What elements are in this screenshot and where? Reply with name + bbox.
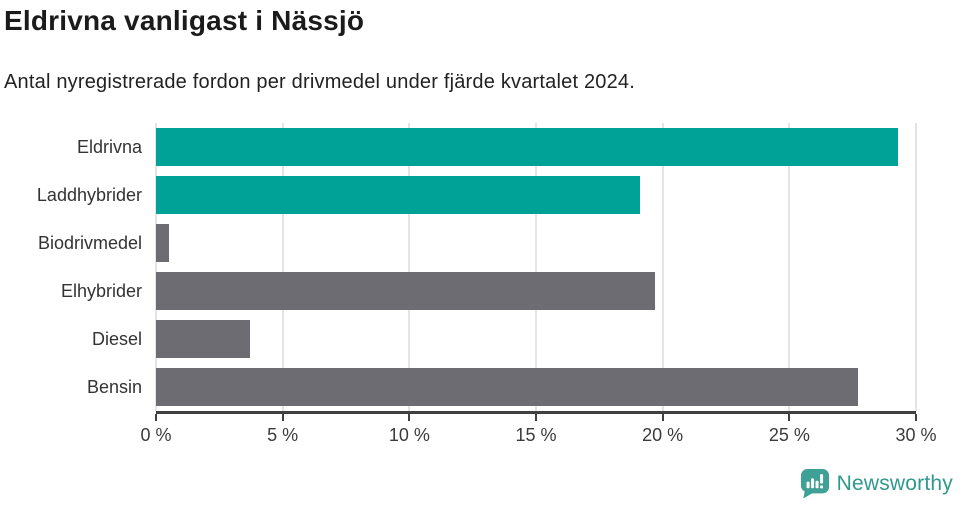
chart-row-0: Eldrivna xyxy=(0,123,960,171)
bar-eldrivna xyxy=(156,128,899,166)
newsworthy-logo-icon xyxy=(800,469,829,499)
bar-diesel xyxy=(156,320,250,358)
gridline-15 xyxy=(535,123,537,411)
brand-footer: Newsworthy xyxy=(800,468,953,500)
bar-chart: Eldrivna Laddhybrider Biodrivmedel Elhybrid… xyxy=(0,123,960,459)
chart-row-2: Biodrivmedel xyxy=(0,219,960,267)
category-label: Diesel xyxy=(91,328,142,349)
axis-tick-30 xyxy=(915,414,917,421)
axis-tick-label-30: 30 % xyxy=(895,425,937,445)
chart-row-4: Diesel xyxy=(0,315,960,363)
axis-tick-10 xyxy=(408,414,411,421)
plot-area: Eldrivna Laddhybrider Biodrivmedel Elhybrid… xyxy=(0,123,960,411)
chart-row-3: Elhybrider xyxy=(0,267,960,315)
axis-tick-label-25: 25 % xyxy=(768,425,810,445)
bar-track xyxy=(156,123,916,171)
chart-subtitle: Antal nyregistrerade fordon per drivmede… xyxy=(4,71,636,93)
bar-laddhybrider xyxy=(156,176,640,214)
bar-track xyxy=(156,363,916,411)
gridlines xyxy=(155,123,917,411)
category-label: Elhybrider xyxy=(60,280,142,301)
axis-tick-label-5: 5 % xyxy=(267,425,299,445)
axis-tick-15 xyxy=(535,414,537,421)
logo-bubble xyxy=(800,469,829,499)
brand-name: Newsworthy xyxy=(836,472,953,495)
bar-bensin xyxy=(156,368,858,406)
axis-tick-label-0: 0 % xyxy=(140,425,172,445)
gridline-5 xyxy=(281,123,284,411)
bar-track xyxy=(156,171,916,219)
bar-track xyxy=(156,315,916,363)
bar-elhybrider xyxy=(156,272,656,310)
gridline-0 xyxy=(155,123,157,411)
category-label: Bensin xyxy=(86,376,142,397)
category-label: Eldrivna xyxy=(76,136,142,157)
gridline-30 xyxy=(915,123,917,411)
chart-row-1: Laddhybrider xyxy=(0,171,960,219)
gridline-25 xyxy=(788,123,791,411)
axis-tick-25 xyxy=(788,414,791,421)
bar-track xyxy=(156,267,916,315)
axis-tick-20 xyxy=(661,414,664,421)
axis-tick-0 xyxy=(155,414,157,421)
axis-tick-5 xyxy=(281,414,284,421)
gridline-20 xyxy=(661,123,664,411)
gridline-10 xyxy=(408,123,411,411)
x-axis: 0 % 5 % 10 % 15 % 20 % 25 % 30 % xyxy=(140,411,937,459)
axis-tick-label-20: 20 % xyxy=(642,425,684,445)
page-title: Eldrivna vanligast i Nässjö xyxy=(4,5,365,36)
chart-row-5: Bensin xyxy=(0,363,960,411)
axis-tick-label-15: 15 % xyxy=(515,425,557,445)
axis-tick-label-10: 10 % xyxy=(388,425,430,445)
category-label: Laddhybrider xyxy=(36,184,142,205)
category-label: Biodrivmedel xyxy=(37,232,142,253)
bar-biodrivmedel xyxy=(156,224,169,262)
bar-track xyxy=(156,219,916,267)
